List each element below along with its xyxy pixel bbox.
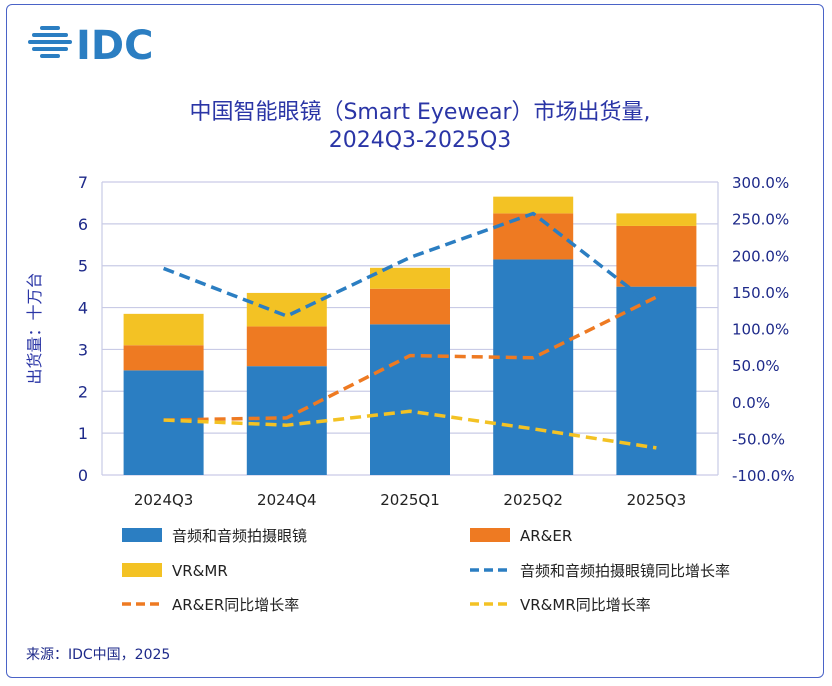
y2-tick-label: -100.0% [732,467,795,485]
y2-tick-label: 50.0% [732,357,780,375]
legend-label: VR&MR [172,562,228,580]
x-tick-label: 2025Q3 [627,491,687,509]
x-tick-label: 2024Q4 [257,491,317,509]
bar-vrmr [370,267,450,289]
bar-audio [246,366,327,475]
y2-tick-label: -50.0% [732,430,785,448]
legend-swatch [122,528,162,542]
chart-title-line1: 中国智能眼镜（Smart Eyewear）市场出货量, [189,100,651,125]
legend-label: AR&ER [520,527,572,545]
idc-globe-icon [28,26,72,58]
bar-arer [123,345,204,371]
x-tick-label: 2025Q1 [380,491,440,509]
y2-tick-label: 250.0% [732,211,789,229]
y-tick-label: 5 [78,257,88,276]
x-tick-label: 2025Q2 [503,491,563,509]
y-tick-label: 6 [78,215,88,234]
y-tick-label: 4 [78,299,88,318]
y2-tick-label: 0.0% [732,394,770,412]
y2-tick-label: 150.0% [732,284,789,302]
chart-frame [6,4,824,678]
bar-vrmr [616,213,697,226]
chart-title-line2: 2024Q3-2025Q3 [328,128,512,153]
legend-label: VR&MR同比增长率 [520,596,651,614]
y-tick-label: 1 [78,424,88,443]
bar-vrmr [246,292,327,327]
y-tick-label: 2 [78,382,88,401]
y-tick-label: 3 [78,340,88,359]
y-tick-label: 7 [78,173,88,192]
y2-tick-label: 100.0% [732,321,789,339]
bar-audio [123,370,204,475]
idc-logo-text: IDC [76,23,153,68]
legend-label: 音频和音频拍摄眼镜 [172,527,307,545]
y2-tick-label: 200.0% [732,247,789,265]
bar-arer [370,288,450,325]
bar-vrmr [123,313,204,346]
y2-tick-label: 300.0% [732,174,789,192]
bar-arer [616,225,697,287]
bar-arer [493,213,574,260]
line-arer-yoy [163,295,658,422]
x-tick-label: 2024Q3 [134,491,194,509]
bar-audio [370,324,450,475]
bar-arer [246,326,327,367]
y-tick-label: 0 [78,466,88,485]
idc-logo: IDC [28,23,153,68]
legend-label: AR&ER同比增长率 [172,596,299,614]
legend-swatch [470,528,510,542]
legend-label: 音频和音频拍摄眼镜同比增长率 [520,562,730,580]
line-audio-yoy [162,211,658,318]
bar-audio [493,259,574,475]
legend-swatch [122,563,162,577]
source-note: 来源：IDC中国，2025 [26,647,171,663]
y-axis-label: 出货量：十万台 [25,272,44,384]
line-vrmr-yoy [163,409,657,450]
bar-vrmr [493,196,574,214]
